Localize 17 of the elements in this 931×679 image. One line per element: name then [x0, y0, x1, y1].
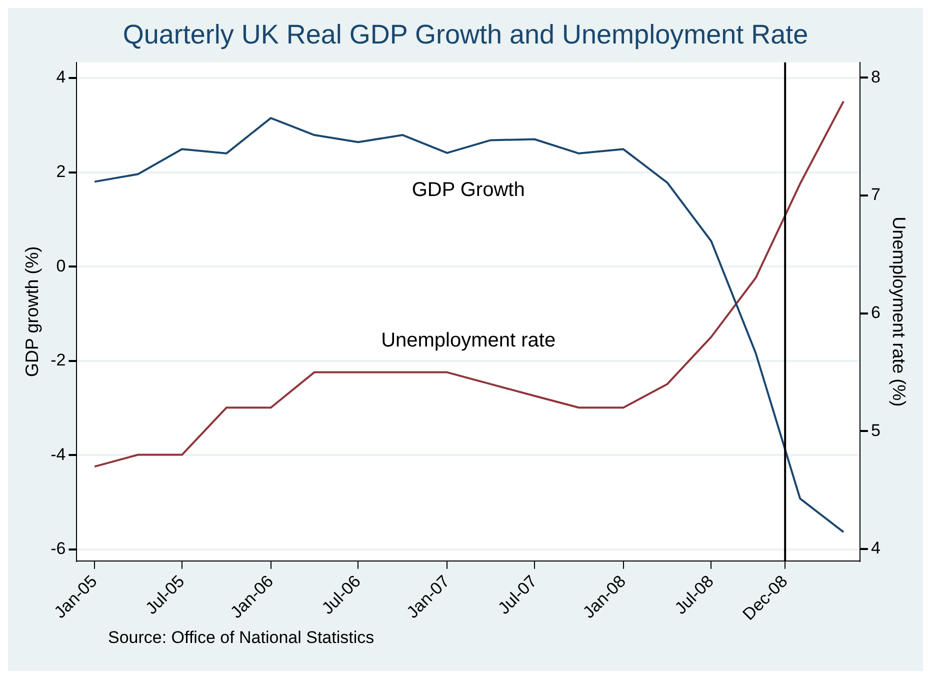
series-label: Unemployment rate	[381, 330, 556, 352]
y2-axis-title: Unemployment rate (%)	[889, 216, 910, 407]
y2-tick-label: 7	[870, 185, 880, 204]
y2-tick-label: 5	[870, 420, 880, 440]
source-note: Source: Office of National Statistics	[107, 628, 376, 648]
y-tick-label: -4	[50, 444, 66, 464]
y-tick-label: -2	[50, 350, 66, 370]
y-tick-label: 0	[56, 256, 66, 276]
y-tick-label: 4	[56, 68, 66, 87]
y2-tick-label: 6	[870, 303, 880, 322]
y-axis-title: GDP growth (%)	[22, 246, 42, 377]
y2-tick-label: 4	[870, 538, 880, 558]
y-tick-label: -6	[50, 539, 66, 558]
y2-tick-label: 8	[870, 67, 880, 86]
y-tick-label: 2	[56, 162, 66, 181]
chart-title: Quarterly UK Real GDP Growth and Unemployment Rate	[122, 20, 808, 50]
series-label: GDP Growth	[412, 178, 525, 201]
